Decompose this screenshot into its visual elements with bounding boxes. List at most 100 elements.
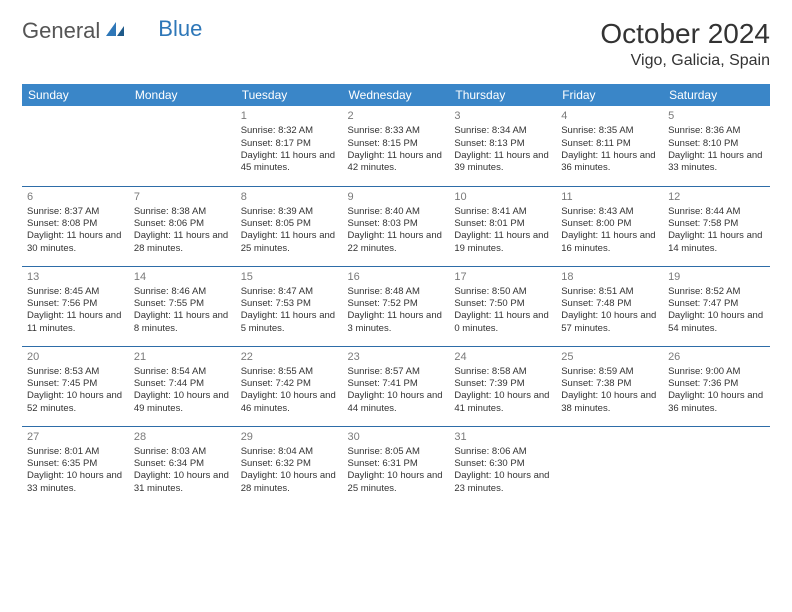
sunrise-text: Sunrise: 8:44 AM [668,206,765,218]
daylight-text: Daylight: 10 hours and 49 minutes. [134,390,231,415]
sunset-text: Sunset: 8:13 PM [454,138,551,150]
sunrise-text: Sunrise: 8:41 AM [454,206,551,218]
sunrise-text: Sunrise: 8:40 AM [348,206,445,218]
day-number: 1 [241,109,338,123]
calendar-cell: 12Sunrise: 8:44 AMSunset: 7:58 PMDayligh… [663,186,770,266]
sunset-text: Sunset: 7:47 PM [668,298,765,310]
sunset-text: Sunset: 7:48 PM [561,298,658,310]
calendar-cell: 27Sunrise: 8:01 AMSunset: 6:35 PMDayligh… [22,426,129,506]
daylight-text: Daylight: 11 hours and 8 minutes. [134,310,231,335]
calendar-cell: 10Sunrise: 8:41 AMSunset: 8:01 PMDayligh… [449,186,556,266]
daylight-text: Daylight: 11 hours and 45 minutes. [241,150,338,175]
daylight-text: Daylight: 11 hours and 25 minutes. [241,230,338,255]
sunset-text: Sunset: 7:44 PM [134,378,231,390]
calendar-cell-empty [663,426,770,506]
calendar-cell: 20Sunrise: 8:53 AMSunset: 7:45 PMDayligh… [22,346,129,426]
sunset-text: Sunset: 7:56 PM [27,298,124,310]
day-number: 27 [27,430,124,444]
sunrise-text: Sunrise: 8:47 AM [241,286,338,298]
daylight-text: Daylight: 10 hours and 25 minutes. [348,470,445,495]
sunrise-text: Sunrise: 8:51 AM [561,286,658,298]
calendar-cell: 3Sunrise: 8:34 AMSunset: 8:13 PMDaylight… [449,106,556,186]
calendar-cell-empty [129,106,236,186]
sunrise-text: Sunrise: 8:53 AM [27,366,124,378]
daylight-text: Daylight: 11 hours and 5 minutes. [241,310,338,335]
daylight-text: Daylight: 11 hours and 36 minutes. [561,150,658,175]
calendar-cell: 29 Sunrise: 8:04 AMSunset: 6:32 PMDayligh… [236,426,343,506]
weekday-header: Saturday [663,84,770,106]
day-number: 20 [27,350,124,364]
sunrise-text: Sunrise: 8:33 AM [348,125,445,137]
sunrise-text: Sunrise: 8:39 AM [241,206,338,218]
daylight-text: Daylight: 10 hours and 28 minutes. [241,470,338,495]
sunrise-text: Sunrise: 8:55 AM [241,366,338,378]
day-number: 28 [134,430,231,444]
daylight-text: Daylight: 11 hours and 11 minutes. [27,310,124,335]
sunrise-text: Sunrise: 8:04 AM [241,446,338,458]
sunset-text: Sunset: 8:06 PM [134,218,231,230]
sunset-text: Sunset: 7:39 PM [454,378,551,390]
sunset-text: Sunset: 8:03 PM [348,218,445,230]
daylight-text: Daylight: 10 hours and 31 minutes. [134,470,231,495]
day-number: 30 [348,430,445,444]
sunrise-text: Sunrise: 8:50 AM [454,286,551,298]
sunset-text: Sunset: 6:31 PM [348,458,445,470]
day-number: 2 [348,109,445,123]
sunrise-text: Sunrise: 8:59 AM [561,366,658,378]
calendar-cell: 18Sunrise: 8:51 AMSunset: 7:48 PMDayligh… [556,266,663,346]
sunrise-text: Sunrise: 8:36 AM [668,125,765,137]
sunset-text: Sunset: 7:58 PM [668,218,765,230]
sunset-text: Sunset: 6:32 PM [241,458,338,470]
weekday-header-row: SundayMondayTuesdayWednesdayThursdayFrid… [22,84,770,106]
calendar-cell: 28Sunrise: 8:03 AMSunset: 6:34 PMDayligh… [129,426,236,506]
sunrise-text: Sunrise: 9:00 AM [668,366,765,378]
sunset-text: Sunset: 8:00 PM [561,218,658,230]
day-number: 13 [27,270,124,284]
calendar-cell: 19Sunrise: 8:52 AMSunset: 7:47 PMDayligh… [663,266,770,346]
day-number: 29 [241,430,338,444]
calendar-cell: 26Sunrise: 9:00 AMSunset: 7:36 PMDayligh… [663,346,770,426]
daylight-text: Daylight: 11 hours and 0 minutes. [454,310,551,335]
location: Vigo, Galicia, Spain [600,52,770,70]
calendar-cell: 24Sunrise: 8:58 AMSunset: 7:39 PMDayligh… [449,346,556,426]
sunset-text: Sunset: 7:53 PM [241,298,338,310]
day-number: 31 [454,430,551,444]
day-number: 10 [454,190,551,204]
sunrise-text: Sunrise: 8:48 AM [348,286,445,298]
sunset-text: Sunset: 7:42 PM [241,378,338,390]
sunrise-text: Sunrise: 8:45 AM [27,286,124,298]
logo-text-blue: Blue [158,16,202,42]
day-number: 19 [668,270,765,284]
calendar-cell: 13 Sunrise: 8:45 AMSunset: 7:56 PMDayligh… [22,266,129,346]
daylight-text: Daylight: 11 hours and 33 minutes. [668,150,765,175]
calendar-cell: 31Sunrise: 8:06 AMSunset: 6:30 PMDayligh… [449,426,556,506]
sail-icon [104,18,126,44]
daylight-text: Daylight: 11 hours and 14 minutes. [668,230,765,255]
sunrise-text: Sunrise: 8:37 AM [27,206,124,218]
weekday-header: Wednesday [343,84,450,106]
month-title: October 2024 [600,18,770,50]
calendar-cell: 25Sunrise: 8:59 AMSunset: 7:38 PMDayligh… [556,346,663,426]
day-number: 5 [668,109,765,123]
calendar-cell: 1 Sunrise: 8:32 AMSunset: 8:17 PMDaylight… [236,106,343,186]
sunset-text: Sunset: 7:45 PM [27,378,124,390]
calendar-cell-empty [22,106,129,186]
sunset-text: Sunset: 7:41 PM [348,378,445,390]
calendar-cell-empty [556,426,663,506]
day-number: 11 [561,190,658,204]
day-number: 3 [454,109,551,123]
daylight-text: Daylight: 11 hours and 28 minutes. [134,230,231,255]
calendar-cell: 17Sunrise: 8:50 AMSunset: 7:50 PMDayligh… [449,266,556,346]
sunset-text: Sunset: 8:17 PM [241,138,338,150]
day-number: 17 [454,270,551,284]
daylight-text: Daylight: 11 hours and 22 minutes. [348,230,445,255]
daylight-text: Daylight: 10 hours and 33 minutes. [27,470,124,495]
sunrise-text: Sunrise: 8:32 AM [241,125,338,137]
daylight-text: Daylight: 10 hours and 41 minutes. [454,390,551,415]
day-number: 4 [561,109,658,123]
day-number: 26 [668,350,765,364]
day-number: 9 [348,190,445,204]
sunset-text: Sunset: 6:35 PM [27,458,124,470]
daylight-text: Daylight: 11 hours and 3 minutes. [348,310,445,335]
sunrise-text: Sunrise: 8:05 AM [348,446,445,458]
